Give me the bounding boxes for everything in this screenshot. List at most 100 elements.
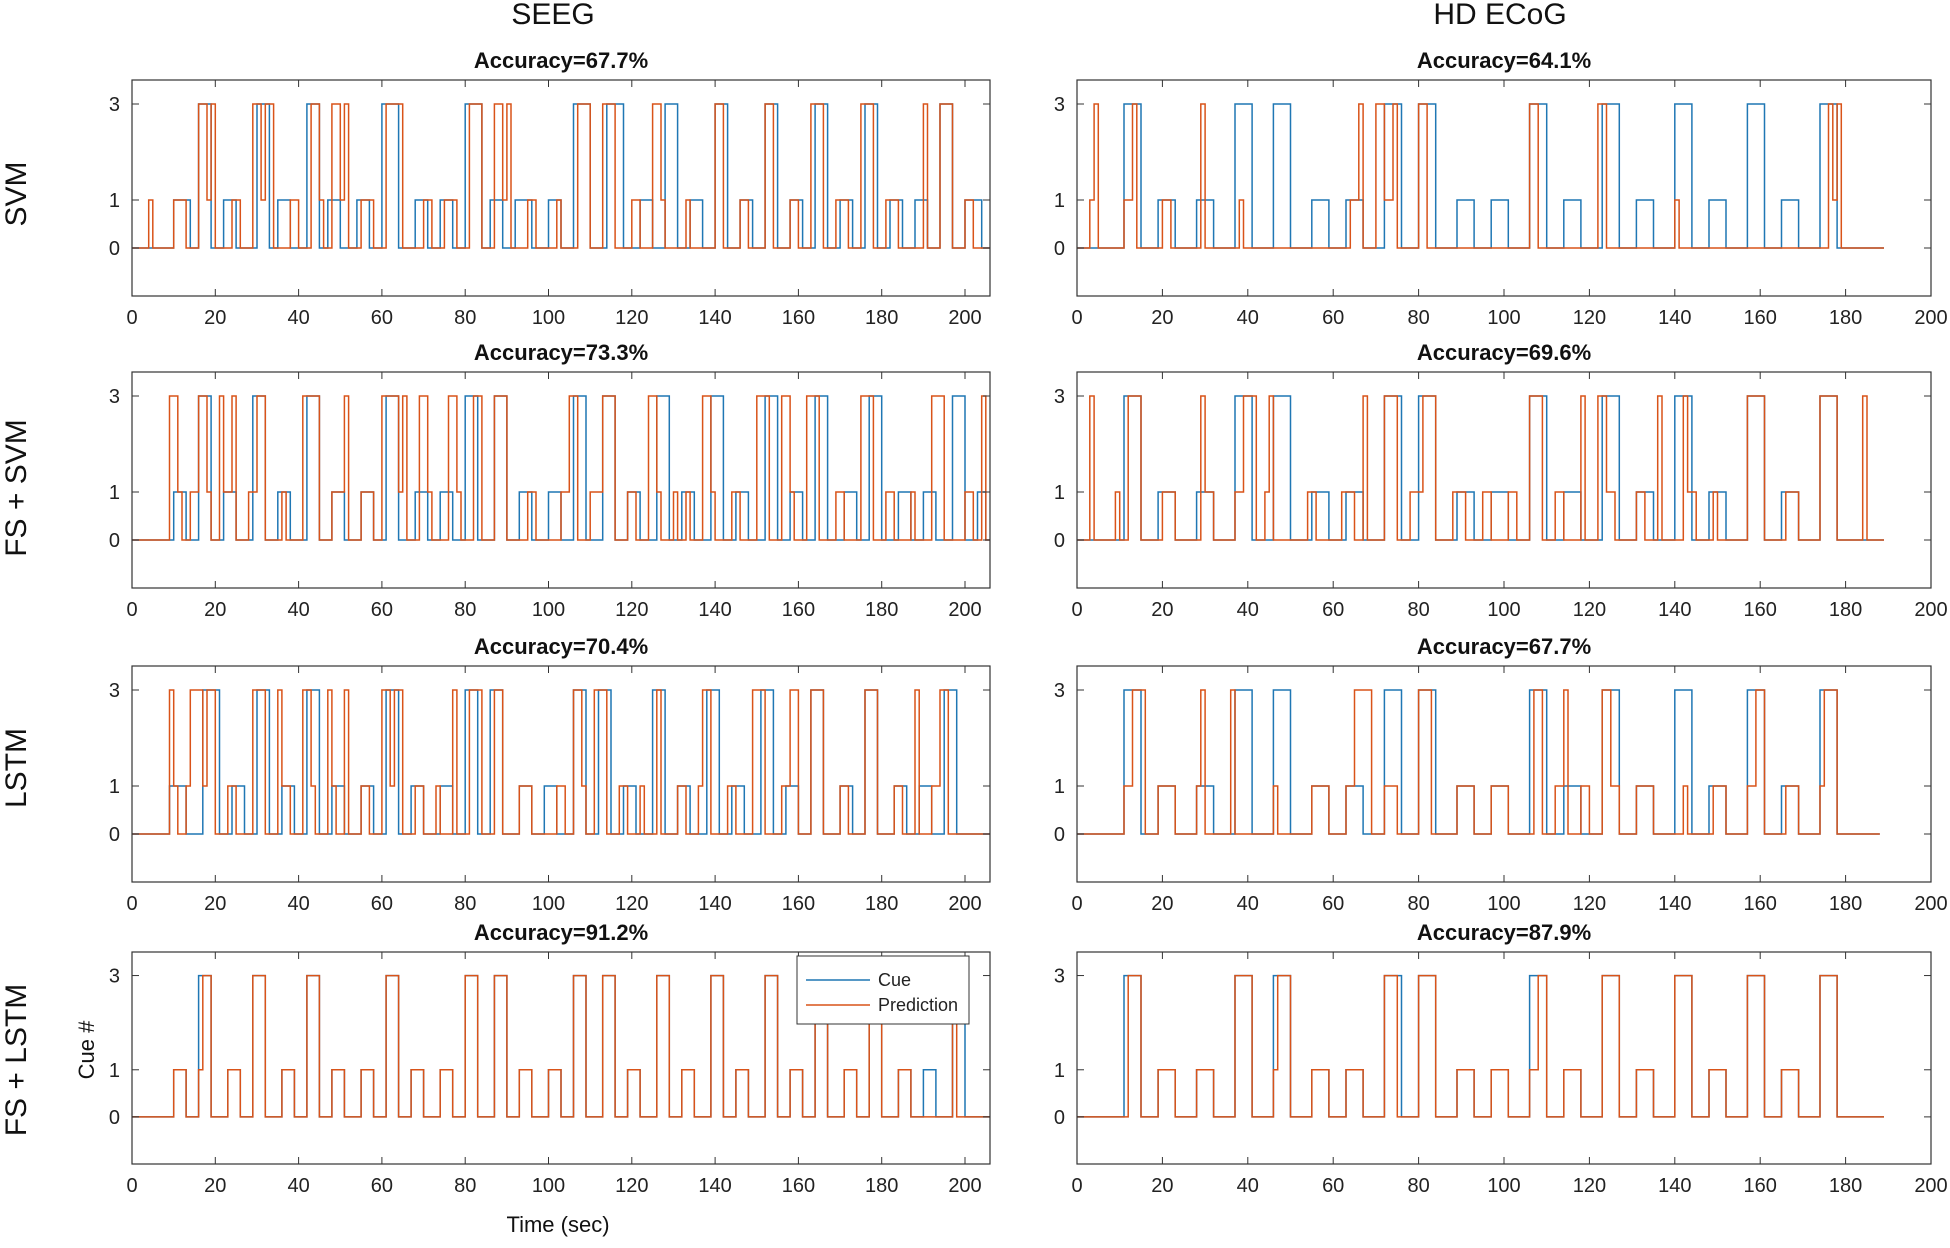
subplot-title: Accuracy=91.2% [474,920,648,945]
column-title-hd-ecog: HD ECoG [1433,0,1566,31]
x-tick-label: 100 [532,1175,565,1197]
x-tick-label: 60 [1322,1175,1344,1197]
x-tick-label: 80 [454,1175,476,1197]
y-tick-label: 1 [109,482,120,504]
x-tick-label: 200 [948,893,981,915]
x-tick-label: 40 [287,307,309,329]
subplot-title: Accuracy=67.7% [474,48,648,73]
cue-series-line [1077,974,1884,1118]
legend-box [796,955,970,1025]
axes-frame [131,79,991,297]
subplot-title: Accuracy=87.9% [1417,920,1591,945]
prediction-series-line [1077,395,1884,541]
y-tick-label: 1 [109,1060,120,1082]
x-tick-label: 100 [532,599,565,621]
legend: Cue Prediction [796,955,970,1025]
x-tick-label: 180 [1829,307,1862,329]
y-tick-label: 3 [1054,966,1065,988]
row-label-fs-lstm: FS + LSTM [0,984,33,1137]
x-tick-label: 100 [532,893,565,915]
x-tick-label: 0 [126,307,137,329]
x-tick-label: 60 [1322,307,1344,329]
x-tick-label: 140 [698,1175,731,1197]
x-tick-label: 180 [865,893,898,915]
x-tick-label: 100 [1487,599,1520,621]
x-tick-label: 120 [1573,599,1606,621]
x-tick-label: 140 [698,599,731,621]
subplot-0-1: Accuracy=64.1% 0 20 40 60 80 100 120 140 160 180 20… [1054,48,1948,329]
x-tick-label: 20 [204,307,226,329]
x-tick-label: 80 [454,307,476,329]
axes-frame [131,665,991,883]
axes-frame [1076,951,1932,1165]
y-tick-label: 3 [1054,386,1065,408]
x-tick-label: 60 [1322,599,1344,621]
x-tick-label: 180 [865,1175,898,1197]
prediction-series-line [132,395,990,541]
x-tick-label: 80 [1407,893,1429,915]
y-tick-label: 0 [109,824,120,846]
x-tick-label: 0 [1071,307,1082,329]
x-tick-label: 120 [1573,1175,1606,1197]
x-tick-label: 140 [1658,307,1691,329]
subplot-title: Accuracy=69.6% [1417,340,1591,365]
subplot-1-1: Accuracy=69.6% 0 20 40 60 80 100 120 140 160 180 20… [1054,340,1948,621]
x-tick-label: 20 [1151,307,1173,329]
y-tick-label: 0 [1054,824,1065,846]
x-tick-label: 60 [371,1175,393,1197]
x-tick-label: 120 [615,599,648,621]
subplot-title: Accuracy=70.4% [474,634,648,659]
x-tick-label: 20 [1151,599,1173,621]
y-tick-label: 3 [109,966,120,988]
y-tick-label: 0 [1054,530,1065,552]
x-tick-label: 60 [371,599,393,621]
y-tick-label: 0 [109,530,120,552]
x-tick-label: 160 [1744,307,1777,329]
x-tick-label: 0 [1071,893,1082,915]
y-tick-label: 3 [109,94,120,116]
x-tick-label: 40 [1237,1175,1259,1197]
x-tick-label: 20 [204,599,226,621]
y-axis-label: Cue # [74,1020,99,1079]
y-tick-label: 3 [109,680,120,702]
x-tick-label: 160 [1744,599,1777,621]
x-tick-label: 60 [371,307,393,329]
y-tick-label: 1 [109,776,120,798]
x-tick-label: 140 [1658,893,1691,915]
x-tick-label: 180 [865,307,898,329]
subplot-2-1: Accuracy=67.7% 0 20 40 60 80 100 120 140 160 180 20… [1054,634,1948,915]
x-tick-label: 40 [1237,893,1259,915]
prediction-series-line [1077,974,1884,1118]
subplot-1-0: Accuracy=73.3% 0 20 40 60 80 100 120 140 160 180 20… [109,340,991,621]
x-tick-label: 140 [1658,1175,1691,1197]
prediction-series-line [132,689,990,835]
row-label-lstm: LSTM [0,728,33,808]
x-tick-label: 40 [287,893,309,915]
x-tick-label: 160 [782,307,815,329]
y-tick-label: 3 [1054,680,1065,702]
subplot-3-1: Accuracy=87.9% 0 20 40 60 80 100 120 140 160 180 20… [1054,920,1948,1197]
x-tick-label: 160 [782,893,815,915]
cue-series-line [1077,395,1884,541]
x-tick-label: 80 [1407,599,1429,621]
y-tick-label: 1 [1054,482,1065,504]
y-tick-label: 1 [109,190,120,212]
x-tick-label: 200 [1914,1175,1947,1197]
axes-frame [131,951,991,1165]
prediction-series-line [132,103,990,249]
x-tick-label: 120 [1573,893,1606,915]
x-tick-label: 200 [948,1175,981,1197]
x-tick-label: 40 [287,599,309,621]
x-tick-label: 120 [615,1175,648,1197]
y-tick-label: 0 [109,238,120,260]
x-tick-label: 180 [1829,893,1862,915]
subplot-0-0: Accuracy=67.7% 0 20 40 60 80 100 120 140 160 180 20… [109,48,991,329]
x-tick-label: 0 [126,599,137,621]
x-tick-label: 160 [782,599,815,621]
subplot-title: Accuracy=67.7% [1417,634,1591,659]
x-tick-label: 20 [1151,1175,1173,1197]
y-tick-label: 0 [1054,1107,1065,1129]
subplot-title: Accuracy=73.3% [474,340,648,365]
x-tick-label: 200 [948,307,981,329]
x-axis-label: Time (sec) [506,1212,609,1237]
